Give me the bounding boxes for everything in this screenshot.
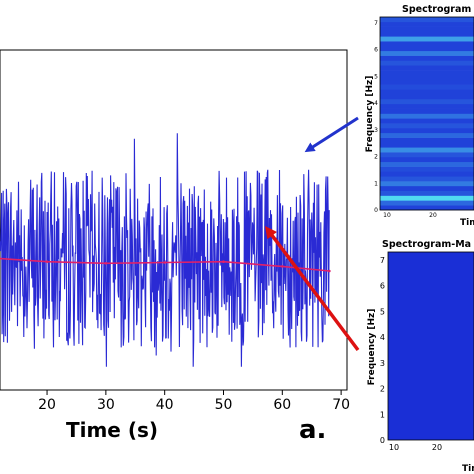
spectrogram-mask-y-tick: 1 bbox=[380, 410, 385, 419]
spectrogram-row bbox=[380, 74, 474, 81]
spectrogram-row bbox=[380, 142, 474, 148]
trend-point bbox=[45, 260, 49, 264]
spectrogram-row bbox=[380, 185, 474, 191]
spectrogram-mask-y-tick: 4 bbox=[380, 333, 385, 342]
spectrogram-x-label: Tim bbox=[460, 218, 474, 228]
x-axis-ticks: 20 30 40 50 60 70 bbox=[38, 390, 350, 413]
spectrogram-mask-y-ticks: 0 1 2 3 4 5 6 7 bbox=[380, 256, 385, 445]
spectrogram-row bbox=[380, 132, 474, 138]
x-axis-label: Time (s) bbox=[66, 418, 158, 442]
spectrogram-mask-x-label: Tim bbox=[462, 464, 474, 474]
spectrogram-row bbox=[380, 84, 474, 90]
x-tick-label: 30 bbox=[97, 397, 115, 413]
spectrogram-row bbox=[380, 118, 474, 124]
spectrogram-mask-y-tick: 3 bbox=[380, 359, 385, 368]
spectrogram-row bbox=[380, 161, 474, 167]
spectrogram-row bbox=[380, 99, 474, 105]
trend-point bbox=[104, 261, 108, 265]
trend-point bbox=[0, 257, 2, 260]
spectrogram-row bbox=[380, 65, 474, 71]
spectrogram-row bbox=[380, 89, 474, 95]
spectrogram-row bbox=[380, 156, 474, 163]
spectrogram-cells bbox=[380, 17, 474, 211]
spectrogram-y-tick: 4 bbox=[374, 100, 378, 107]
trend-point bbox=[163, 261, 166, 264]
spectrogram-mask-y-tick: 7 bbox=[380, 256, 385, 265]
spectrogram-frame bbox=[379, 16, 474, 211]
spectrogram-row bbox=[380, 171, 474, 177]
spectrogram-row bbox=[380, 200, 474, 206]
spectrogram-row bbox=[380, 94, 474, 100]
spectrogram-row bbox=[380, 45, 474, 52]
spectrogram-mask-cells bbox=[388, 252, 474, 440]
spectrogram-mask-y-tick: 0 bbox=[380, 436, 385, 445]
spectrogram-row bbox=[380, 127, 474, 134]
spectrogram-row bbox=[380, 41, 474, 47]
time-series-chart: 20 30 40 50 60 70 Time (s) a. bbox=[0, 49, 350, 445]
spectrogram-row bbox=[380, 26, 474, 32]
x-tick-label: 50 bbox=[215, 397, 233, 413]
signal-series bbox=[0, 133, 330, 367]
spectrogram-y-tick: 5 bbox=[374, 73, 378, 80]
spectrogram-row bbox=[380, 108, 474, 114]
spectrogram-row bbox=[380, 137, 474, 143]
spectrogram-y-tick: 6 bbox=[374, 47, 378, 54]
spectrogram-row bbox=[380, 181, 474, 187]
spectrogram-row bbox=[380, 55, 474, 61]
spectrogram-mask-x-tick: 20 bbox=[432, 443, 442, 452]
spectrogram-row bbox=[380, 123, 474, 129]
spectrogram-title: Spectrogram bbox=[402, 4, 471, 15]
spectrogram-row bbox=[380, 166, 474, 172]
spectrogram-row bbox=[380, 190, 474, 196]
spectrogram-row bbox=[380, 50, 474, 56]
spectrogram-y-tick: 0 bbox=[374, 207, 378, 214]
spectrogram-row bbox=[380, 79, 474, 85]
spectrogram-y-tick: 2 bbox=[374, 154, 378, 161]
x-tick-label: 70 bbox=[332, 397, 350, 413]
spectrogram-row bbox=[380, 152, 474, 158]
spectrogram-mask-title: Spectrogram-Ma bbox=[382, 239, 471, 250]
trend-point bbox=[328, 269, 331, 273]
spectrogram-x-tick: 20 bbox=[429, 212, 437, 219]
spectrogram-row bbox=[380, 205, 474, 211]
spectrogram-x-ticks: 10 20 bbox=[383, 212, 437, 219]
spectrogram-row bbox=[380, 195, 474, 201]
spectrogram-mask-y-tick: 6 bbox=[380, 282, 385, 291]
spectrogram-y-label: Frequency [Hz] bbox=[365, 76, 375, 153]
spectrogram-row bbox=[380, 21, 474, 27]
spectrogram-y-tick: 1 bbox=[374, 180, 378, 187]
spectrogram-top: Spectrogram Frequency [Hz] 0 1 2 3 4 5 6 7 10 20… bbox=[365, 4, 474, 228]
blue-arrow bbox=[304, 116, 359, 153]
x-tick-label: 20 bbox=[38, 397, 56, 413]
spectrogram-row bbox=[380, 70, 474, 76]
panel-label: a. bbox=[299, 415, 326, 445]
x-tick-label: 60 bbox=[273, 397, 291, 413]
spectrogram-row bbox=[380, 60, 474, 66]
spectrogram-mask-frame bbox=[387, 251, 474, 441]
spectrogram-y-ticks: 0 1 2 3 4 5 6 7 bbox=[374, 20, 378, 214]
spectrogram-mask-y-tick: 2 bbox=[380, 385, 385, 394]
spectrogram-y-tick: 3 bbox=[374, 127, 378, 134]
spectrogram-row bbox=[380, 31, 474, 37]
trend-point bbox=[281, 265, 284, 268]
trend-point bbox=[222, 260, 225, 264]
spectrogram-mask-y-label: Frequency [Hz] bbox=[367, 309, 377, 386]
spectrogram-x-tick: 10 bbox=[383, 212, 391, 219]
signal-line bbox=[0, 133, 330, 367]
spectrogram-row bbox=[380, 17, 474, 23]
spectrogram-mask-x-ticks: 10 20 bbox=[389, 443, 442, 452]
spectrogram-row bbox=[380, 103, 474, 109]
spectrogram-y-tick: 7 bbox=[374, 20, 378, 27]
spectrogram-mask-x-tick: 10 bbox=[389, 443, 399, 452]
spectrogram-row bbox=[380, 36, 474, 42]
spectrogram-row bbox=[380, 147, 474, 153]
red-arrow bbox=[265, 226, 360, 352]
spectrogram-mask-y-tick: 5 bbox=[380, 307, 385, 316]
x-tick-label: 40 bbox=[156, 397, 174, 413]
trend-series bbox=[0, 257, 331, 273]
spectrogram-row bbox=[380, 176, 474, 182]
spectrogram-row bbox=[380, 113, 474, 119]
spectrogram-bottom: Spectrogram-Ma Frequency [Hz] 0 1 2 3 4 5 6 7 1… bbox=[367, 239, 474, 474]
